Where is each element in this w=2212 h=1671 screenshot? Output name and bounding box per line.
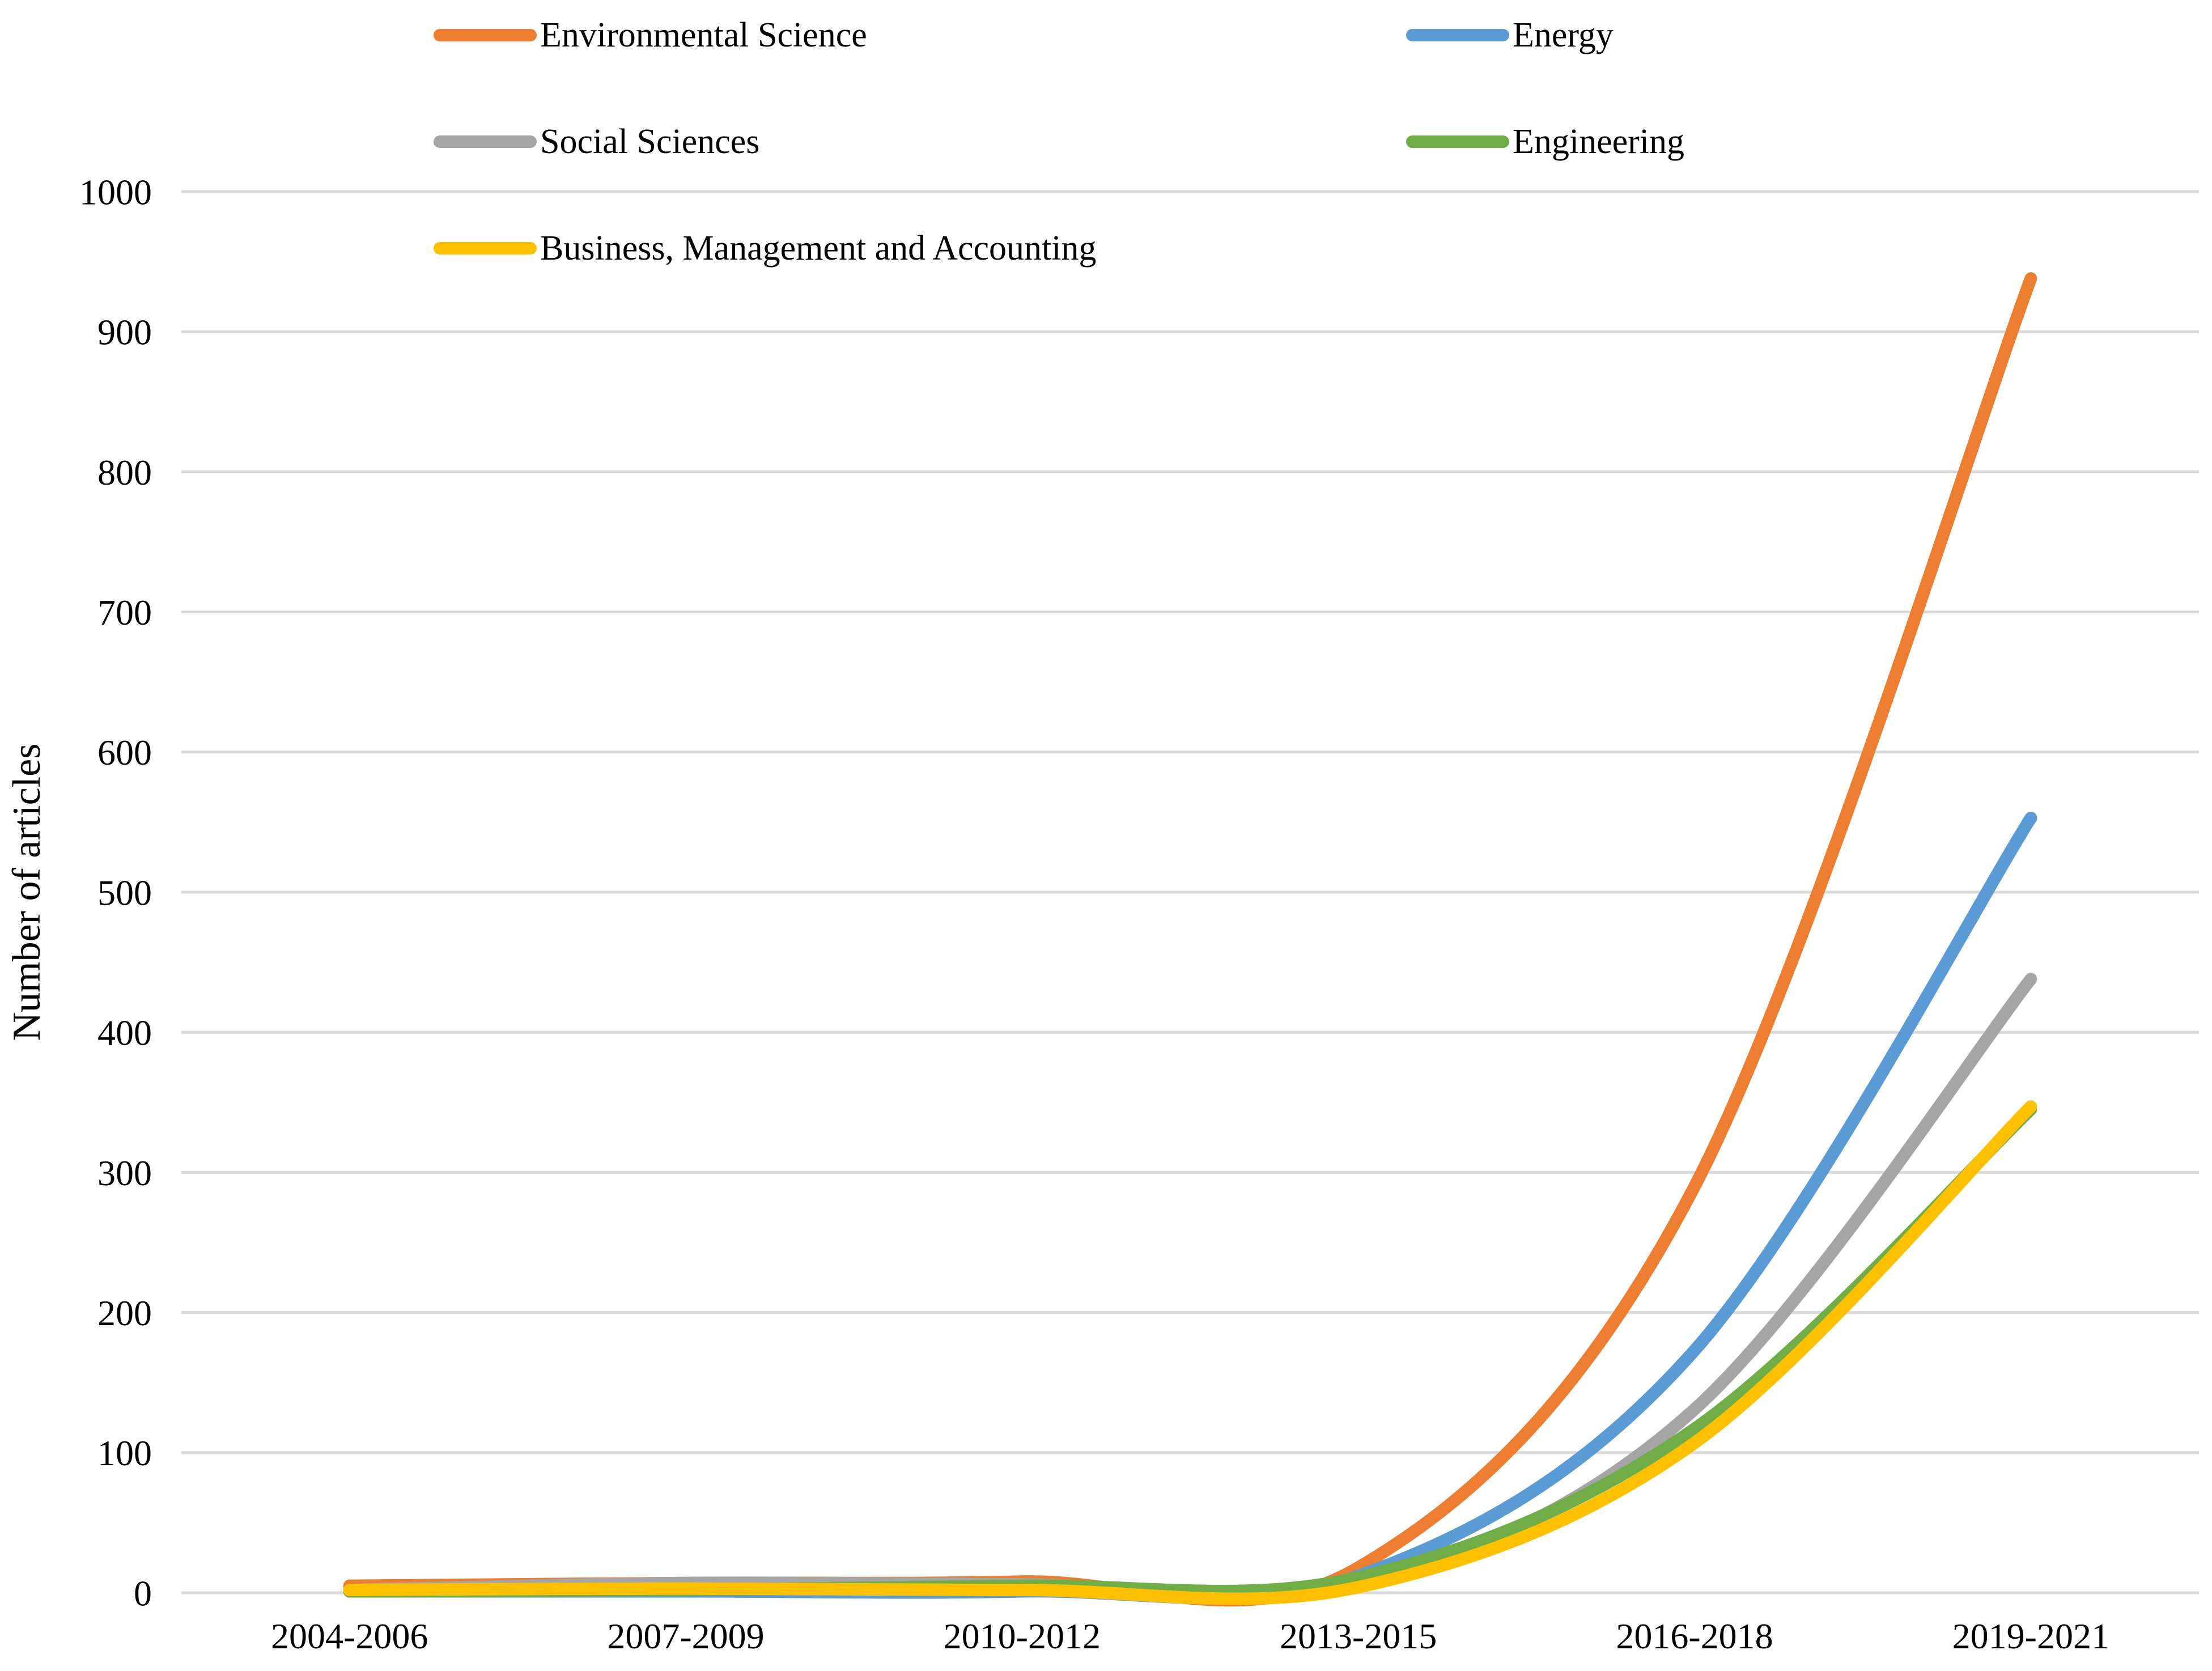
legend-item-energy: Energy bbox=[1406, 11, 1614, 60]
series-line-energy bbox=[343, 811, 2037, 1605]
series-line-social-sciences bbox=[343, 973, 2037, 1604]
legend-swatch-social-sciences bbox=[434, 135, 537, 148]
y-tick-label-100: 100 bbox=[97, 1433, 152, 1473]
x-tick-label-2007-2009: 2007-2009 bbox=[607, 1616, 764, 1656]
legend-item-environmental-science: Environmental Science bbox=[434, 11, 867, 60]
y-tick-label-600: 600 bbox=[97, 732, 152, 773]
y-tick-label-1000: 1000 bbox=[79, 172, 152, 212]
legend-swatch-engineering bbox=[1406, 135, 1509, 148]
legend-swatch-environmental-science bbox=[434, 29, 537, 41]
legend-label: Engineering bbox=[1513, 122, 1685, 161]
legend-swatch-business-management-accounting bbox=[434, 242, 537, 255]
y-tick-label-800: 800 bbox=[97, 452, 152, 493]
x-tick-label-2016-2018: 2016-2018 bbox=[1616, 1616, 1773, 1656]
y-tick-label-900: 900 bbox=[97, 312, 152, 353]
legend-label: Energy bbox=[1513, 15, 1614, 54]
series-line-environmental-science bbox=[343, 272, 2037, 1607]
y-tick-label-300: 300 bbox=[97, 1153, 152, 1193]
series-line-business-management-and-accounting bbox=[343, 1100, 2037, 1605]
series-line-engineering bbox=[343, 1103, 2037, 1598]
x-tick-label-2013-2015: 2013-2015 bbox=[1280, 1616, 1437, 1656]
x-tick-label-2004-2006: 2004-2006 bbox=[271, 1616, 428, 1656]
y-tick-label-700: 700 bbox=[97, 592, 152, 633]
legend-item-social-sciences: Social Sciences bbox=[434, 117, 759, 166]
legend-swatch-energy bbox=[1406, 29, 1509, 41]
y-tick-label-0: 0 bbox=[134, 1573, 152, 1613]
legend-label: Environmental Science bbox=[540, 15, 867, 54]
legend-item-engineering: Engineering bbox=[1406, 117, 1684, 166]
legend-label: Business, Management and Accounting bbox=[540, 228, 1097, 268]
y-axis-title: Number of articles bbox=[5, 744, 49, 1041]
x-tick-label-2019-2021: 2019-2021 bbox=[1952, 1616, 2109, 1656]
y-tick-label-500: 500 bbox=[97, 872, 152, 913]
y-tick-label-400: 400 bbox=[97, 1013, 152, 1053]
legend-item-business-management-accounting: Business, Management and Accounting bbox=[434, 224, 1097, 273]
legend-label: Social Sciences bbox=[540, 122, 760, 161]
y-tick-label-200: 200 bbox=[97, 1293, 152, 1333]
x-tick-label-2010-2012: 2010-2012 bbox=[944, 1616, 1101, 1656]
